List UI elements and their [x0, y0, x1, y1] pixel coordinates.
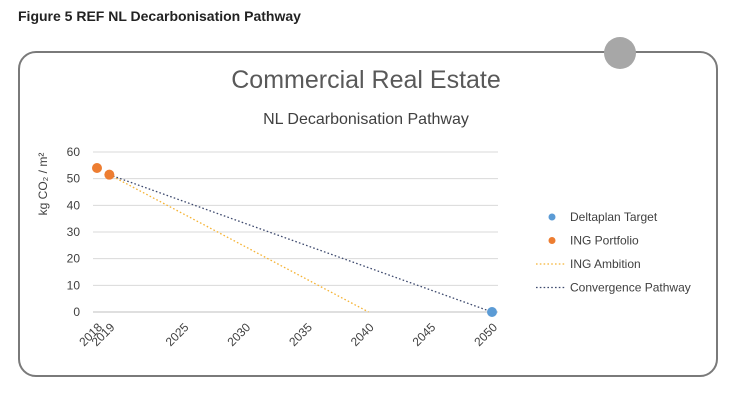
decorative-circle-icon: [604, 37, 636, 69]
series-line: [109, 174, 369, 313]
figure-caption: Figure 5 REF NL Decarbonisation Pathway: [18, 8, 301, 24]
legend: Deltaplan Target ING Portfolio ING Ambitio…: [536, 210, 691, 295]
y-tick-label: 30: [67, 225, 81, 239]
x-tick-label: 2050: [471, 320, 500, 349]
y-tick-label: 0: [73, 305, 80, 319]
legend-label: Deltaplan Target: [570, 210, 658, 224]
data-point: [92, 163, 102, 173]
data-point: [487, 307, 497, 317]
legend-label: Convergence Pathway: [570, 281, 691, 295]
data-point: [104, 169, 115, 180]
y-tick-label: 20: [67, 252, 81, 266]
legend-marker: [548, 237, 556, 244]
y-tick-label: 40: [67, 198, 81, 212]
legend-label: ING Ambition: [570, 257, 641, 271]
y-axis-ticks: 0 10 20 30 40 50 60: [67, 145, 81, 319]
legend-marker: [548, 213, 556, 221]
y-tick-label: 60: [67, 145, 81, 159]
chart-subtitle: NL Decarbonisation Pathway: [263, 111, 469, 128]
series-layer: [92, 163, 497, 317]
legend-label: ING Portfolio: [570, 234, 639, 248]
x-tick-label: 2035: [286, 320, 315, 349]
x-tick-label: 2030: [224, 320, 253, 349]
chart-title: Commercial Real Estate: [231, 66, 501, 94]
y-tick-label: 10: [67, 278, 81, 292]
y-tick-label: 50: [67, 172, 81, 186]
x-tick-label: 2045: [410, 320, 439, 349]
y-axis-label: kg CO₂ / m²: [36, 153, 50, 216]
x-tick-label: 2025: [163, 320, 192, 349]
gridlines: [93, 151, 498, 313]
x-tick-label: 2040: [348, 320, 377, 349]
chart-panel: [18, 51, 718, 377]
series-line: [109, 174, 493, 313]
